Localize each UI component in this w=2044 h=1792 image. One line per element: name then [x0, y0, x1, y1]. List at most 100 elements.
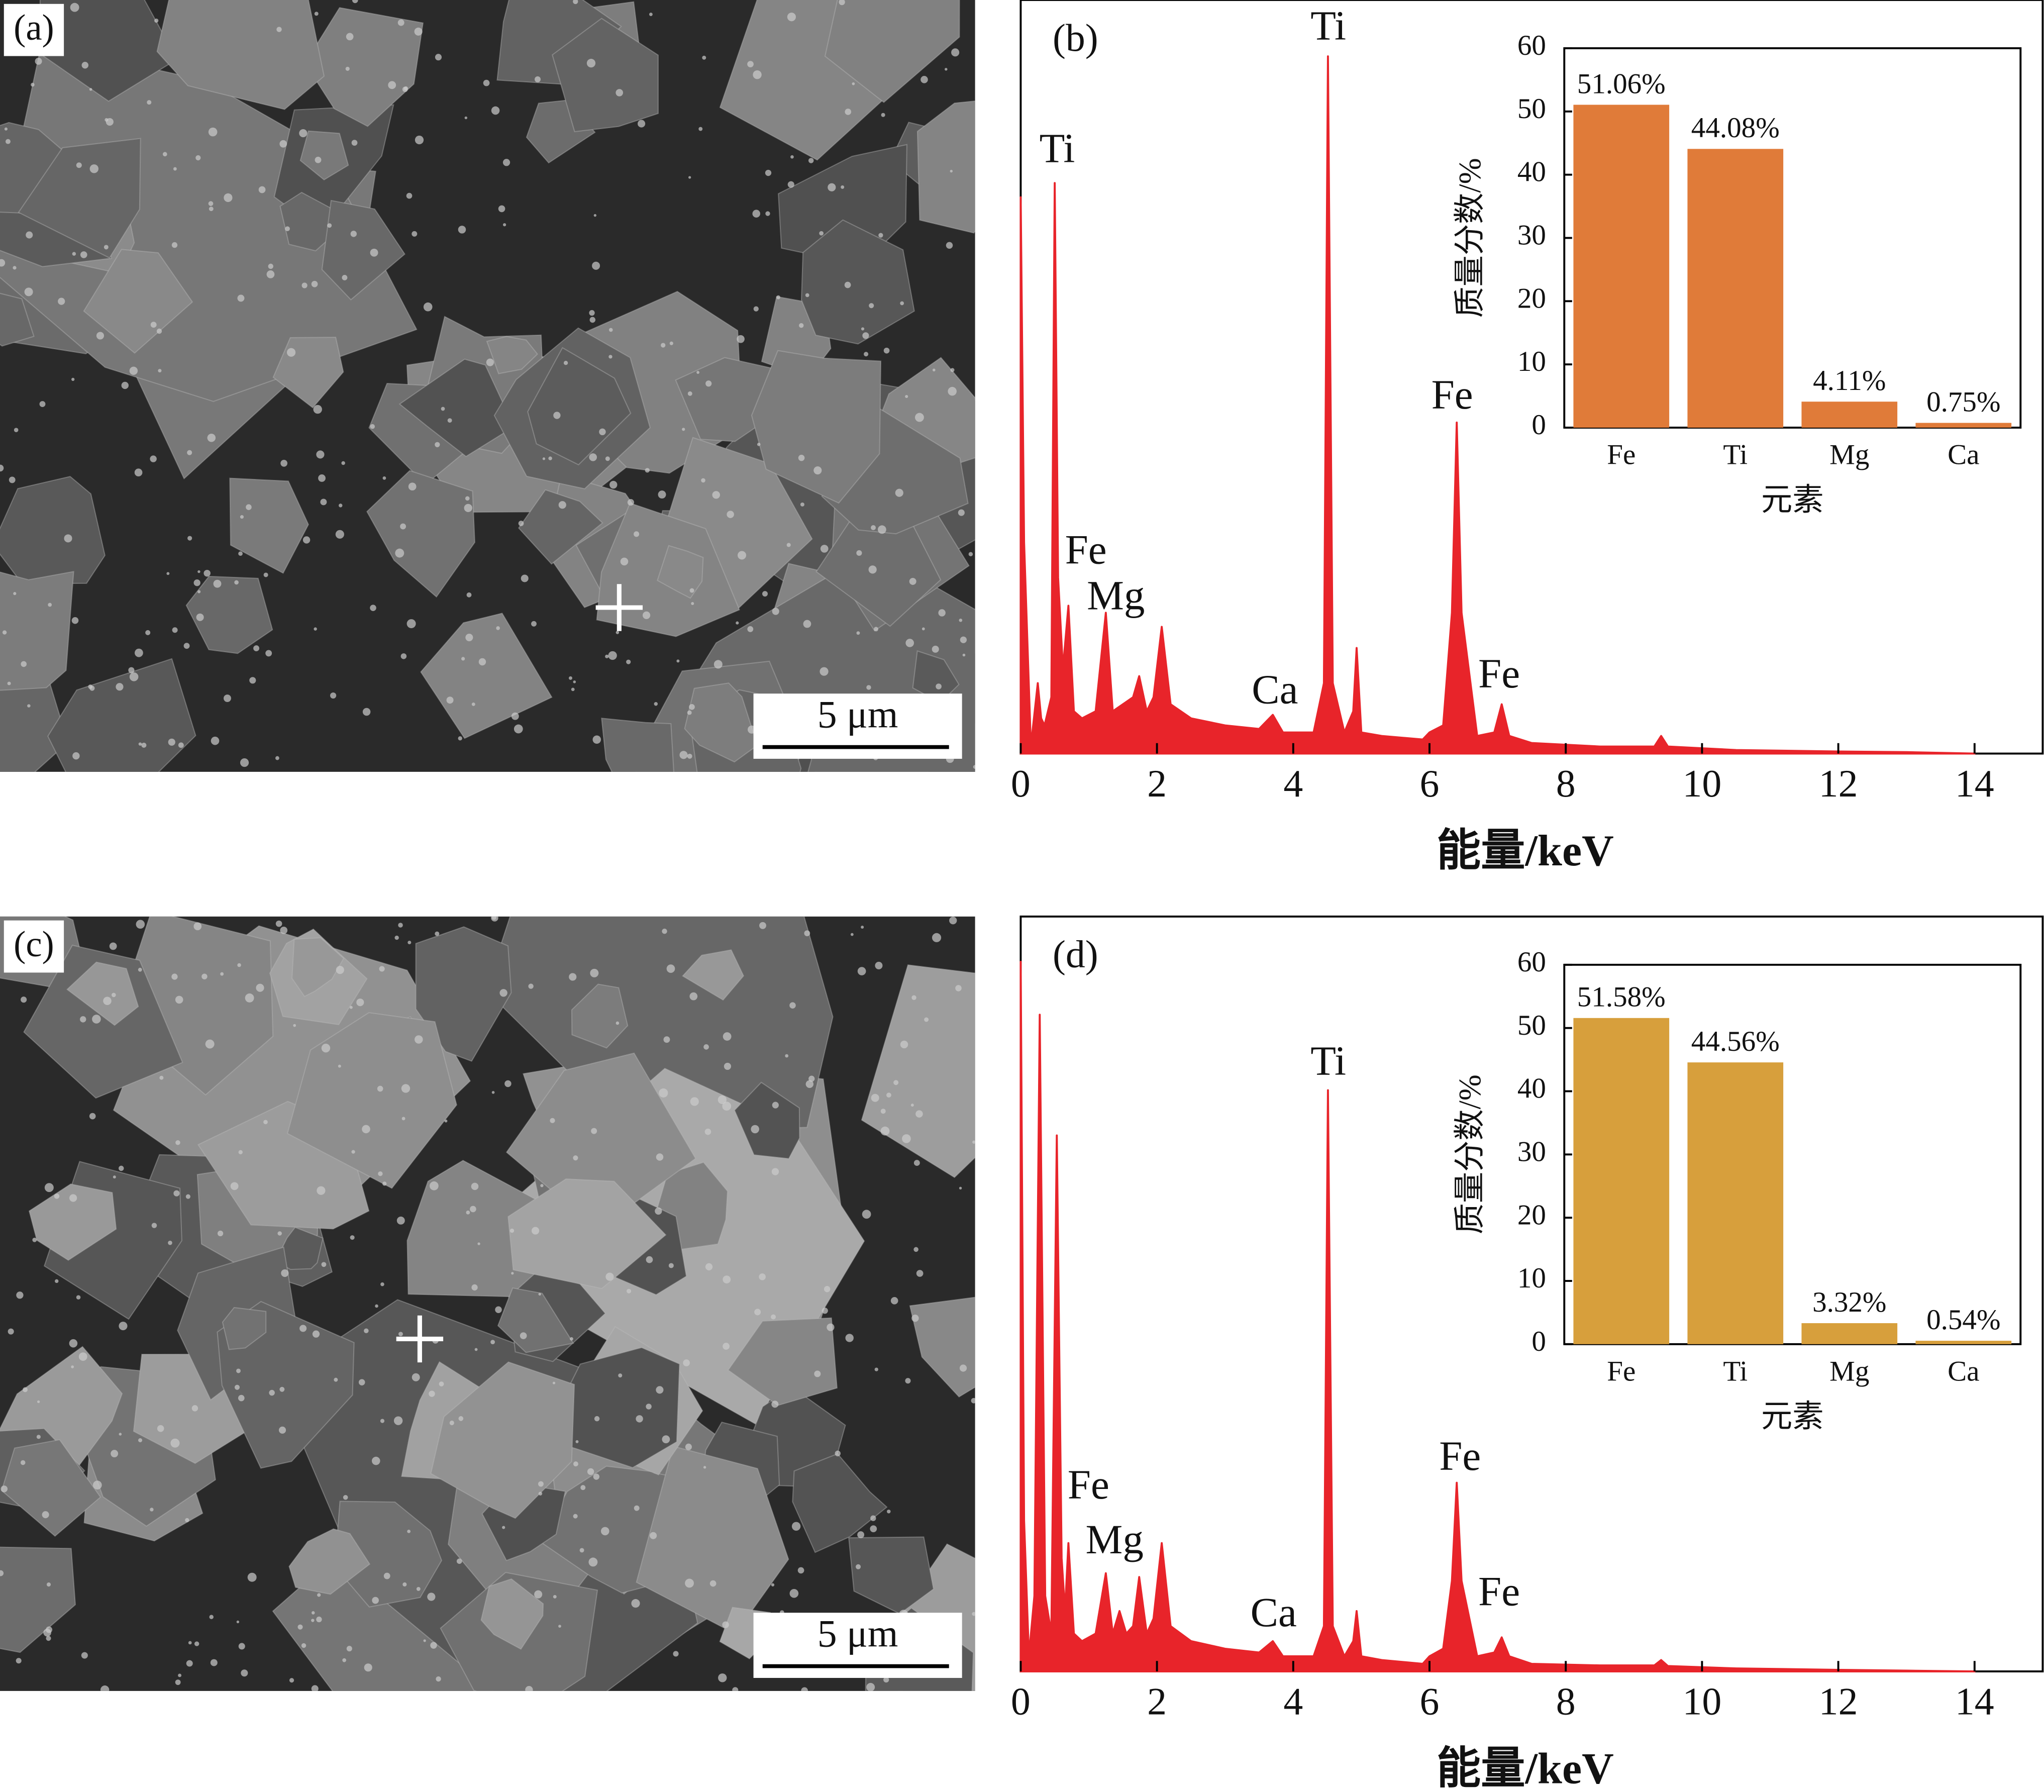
speck: [661, 343, 666, 348]
speck: [154, 18, 159, 23]
speck: [111, 1450, 119, 1458]
speck: [856, 550, 862, 556]
speck: [685, 1443, 692, 1450]
bar: [1801, 402, 1898, 428]
speck: [866, 1682, 875, 1691]
speck: [415, 1035, 423, 1044]
speck: [857, 967, 866, 975]
speck: [201, 973, 208, 979]
speck: [542, 457, 546, 460]
speck: [871, 1093, 879, 1102]
y-tick-label: 40: [1517, 1073, 1546, 1105]
speck: [103, 997, 112, 1006]
speck: [805, 1080, 814, 1088]
speck: [23, 1387, 28, 1392]
particle: [420, 613, 553, 739]
speck: [159, 1075, 164, 1080]
speck: [234, 580, 239, 585]
y-axis-label: 质量分数/%: [1453, 158, 1487, 318]
speck: [913, 1247, 918, 1252]
speck: [350, 1235, 355, 1240]
speck: [608, 355, 612, 359]
speck: [129, 366, 138, 375]
speck: [466, 592, 472, 598]
speck: [893, 1080, 899, 1085]
particle: [23, 944, 183, 1099]
speck: [408, 482, 417, 491]
speck: [402, 1582, 407, 1587]
speck: [318, 474, 326, 482]
speck: [669, 341, 673, 345]
speck: [820, 545, 829, 553]
speck: [722, 1102, 732, 1111]
speck: [605, 1272, 614, 1281]
speck: [377, 1085, 383, 1092]
y-axis-label: 质量分数/%: [1453, 1074, 1487, 1234]
peak-label: Ti: [1040, 125, 1075, 171]
speck: [78, 1352, 87, 1361]
x-tick-label: 2: [1147, 762, 1167, 805]
value-label: 0.75%: [1926, 386, 2000, 418]
speck: [175, 1679, 181, 1685]
speck: [265, 650, 272, 657]
particle: [0, 1546, 76, 1653]
speck: [382, 1181, 387, 1186]
speck: [213, 579, 222, 588]
speck: [553, 412, 561, 419]
speck: [173, 167, 177, 171]
speck: [350, 231, 357, 237]
speck: [351, 1150, 355, 1154]
peak-label: Fe: [1432, 371, 1473, 418]
speck: [753, 70, 762, 79]
speck: [380, 1282, 384, 1286]
speck: [435, 931, 440, 936]
speck: [880, 1126, 890, 1136]
speck: [514, 724, 523, 734]
speck: [691, 602, 694, 605]
x-tick-label: 6: [1420, 1679, 1440, 1723]
x-tick-label: 10: [1682, 762, 1721, 805]
speck: [188, 1641, 192, 1645]
speck: [827, 1323, 835, 1331]
speck: [320, 499, 327, 506]
speck: [959, 618, 963, 622]
y-tick-label: 50: [1517, 93, 1546, 125]
speck: [631, 1599, 640, 1608]
speck: [297, 1624, 303, 1630]
x-tick-label: Fe: [1607, 1356, 1636, 1387]
speck: [682, 428, 685, 431]
speck: [466, 1210, 470, 1215]
x-tick-label: Mg: [1829, 1356, 1869, 1387]
particle: [861, 964, 975, 1178]
speck: [4, 127, 8, 131]
speck: [458, 1416, 464, 1421]
speck: [483, 79, 490, 86]
speck: [835, 1450, 841, 1457]
speck: [406, 192, 413, 199]
speck: [845, 1334, 854, 1342]
speck: [960, 636, 967, 643]
speck: [552, 1381, 556, 1384]
y-tick-label: 40: [1517, 156, 1546, 188]
speck: [37, 1400, 40, 1404]
speck: [502, 223, 506, 227]
speck: [313, 405, 322, 414]
speck: [698, 127, 703, 131]
speck: [573, 1514, 578, 1519]
speck: [209, 1615, 214, 1620]
speck: [873, 627, 878, 632]
speck: [464, 504, 472, 513]
speck: [193, 579, 200, 586]
speck: [263, 572, 268, 577]
particle: [824, 0, 960, 104]
speck: [683, 1359, 690, 1366]
speck: [900, 301, 904, 306]
speck: [951, 48, 960, 57]
speck: [104, 245, 109, 250]
particle: [39, 0, 178, 102]
speck: [703, 1044, 709, 1050]
speck: [412, 1373, 420, 1381]
speck: [593, 214, 597, 217]
speck: [852, 82, 855, 85]
speck: [317, 1593, 321, 1597]
